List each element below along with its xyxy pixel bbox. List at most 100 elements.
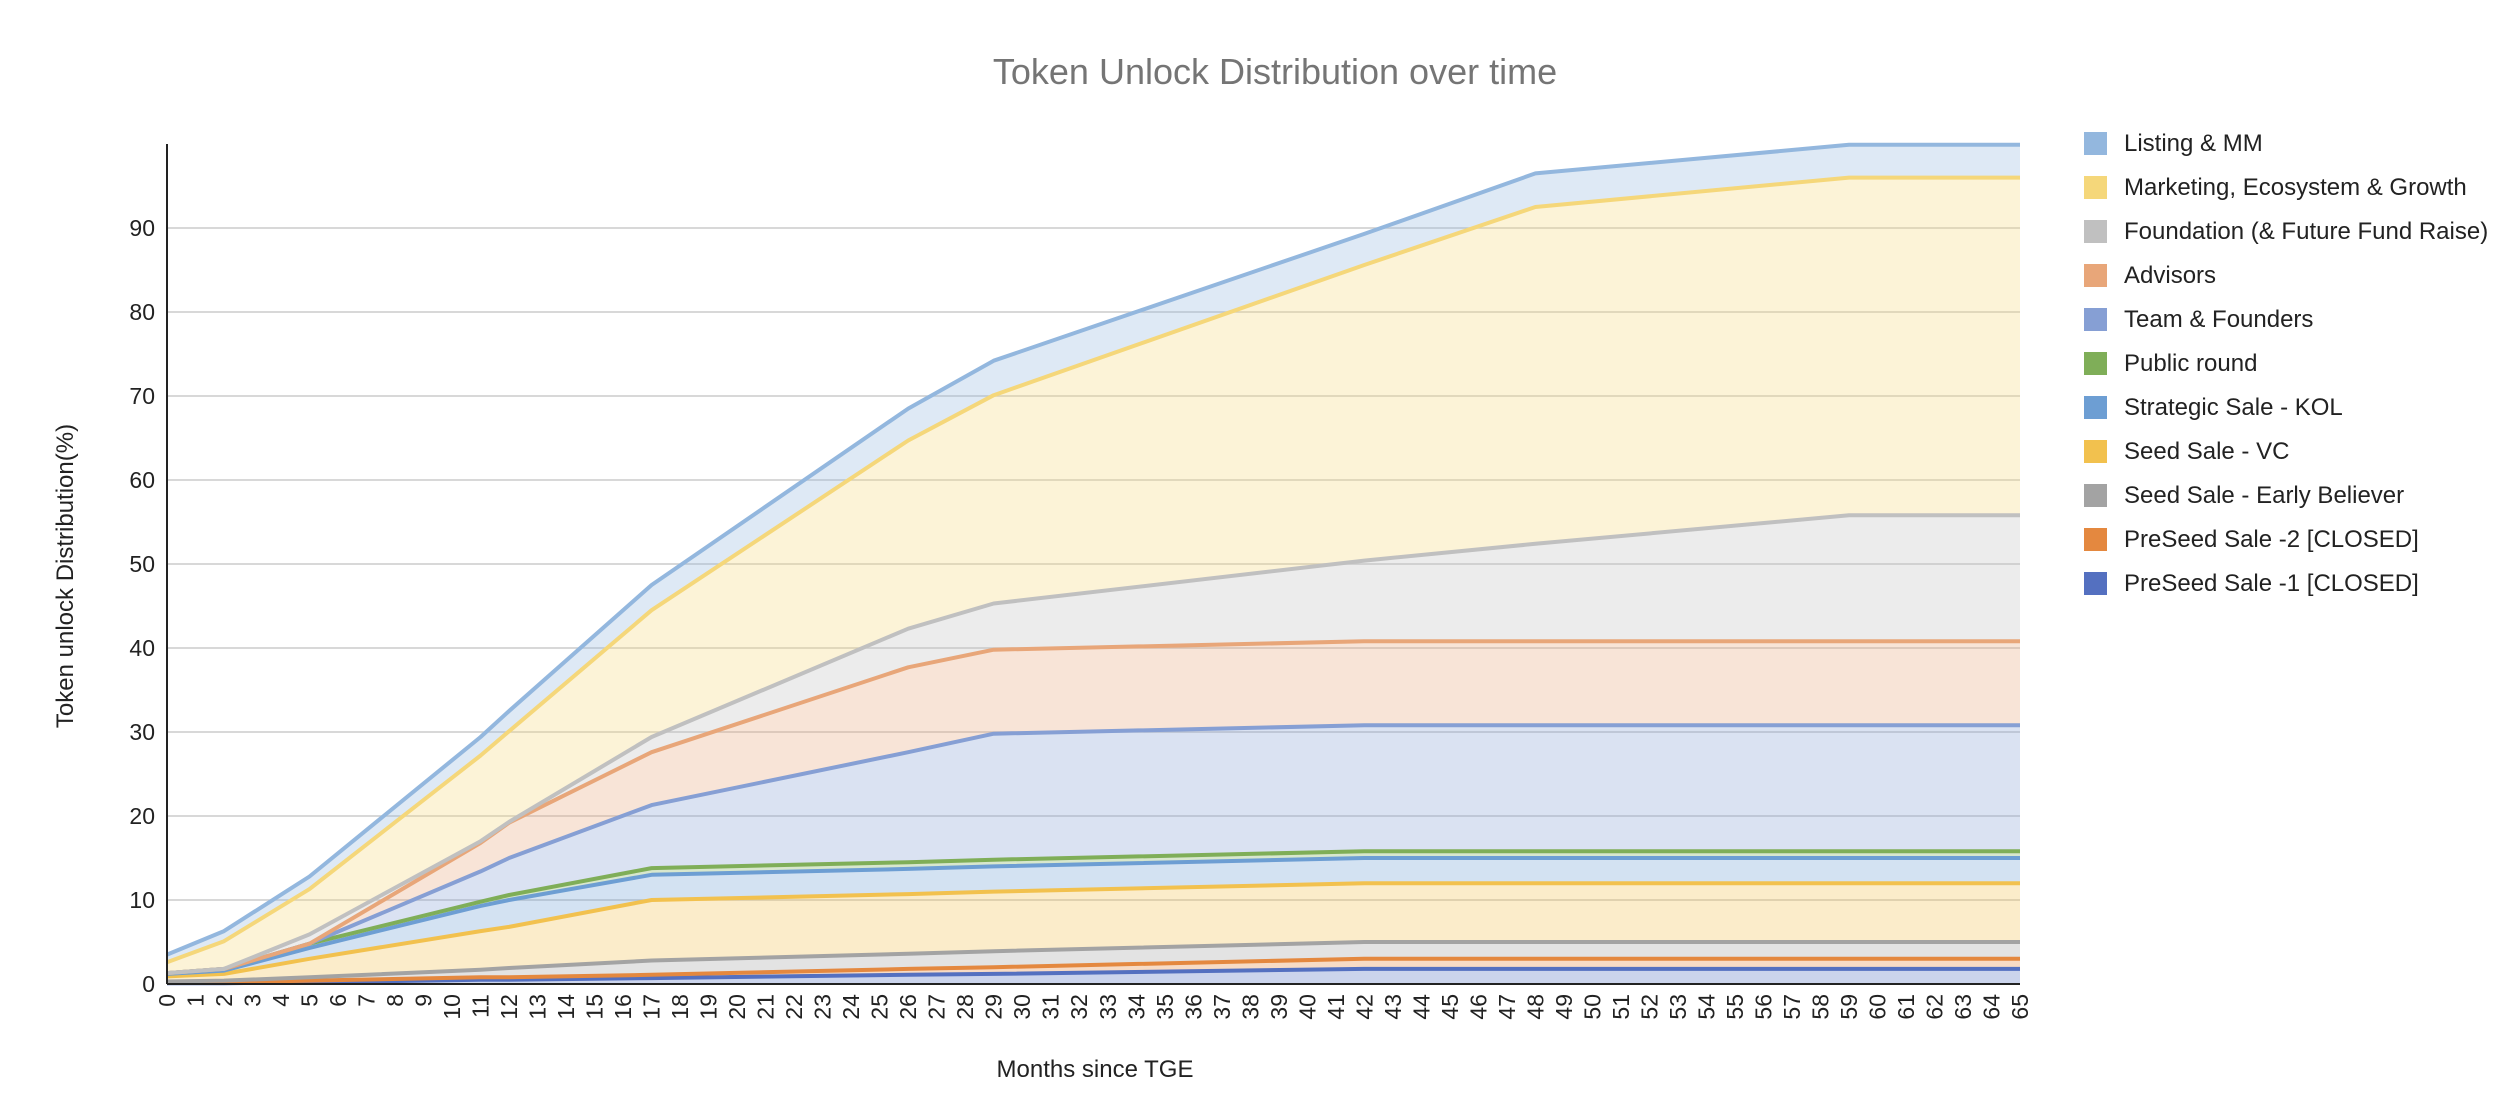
- series-line-5: [166, 856, 2020, 976]
- x-tick-label: 33: [1095, 994, 1121, 1020]
- x-tick-label: 25: [867, 994, 893, 1020]
- legend-swatch: [2084, 572, 2107, 595]
- y-tick-label: 30: [129, 719, 155, 745]
- x-tick-label: 65: [2007, 994, 2033, 1020]
- series-line-11: [166, 142, 2020, 957]
- y-tick-label: 50: [129, 551, 155, 577]
- legend-swatch: [2084, 528, 2107, 551]
- y-tick-label: 90: [129, 215, 155, 241]
- x-tick-label: 24: [838, 994, 864, 1020]
- x-tick-label: 51: [1608, 994, 1634, 1020]
- x-tick-label: 9: [411, 994, 437, 1007]
- area-fill-4: [167, 883, 2020, 982]
- series-line-8: [166, 639, 2020, 976]
- x-tick-label: 27: [924, 994, 950, 1020]
- x-tick-label: 30: [1009, 994, 1035, 1020]
- x-tick-label: 58: [1807, 994, 1833, 1020]
- x-tick-label: 32: [1066, 994, 1092, 1020]
- y-tick-label: 0: [142, 971, 155, 997]
- legend-label: Foundation (& Future Fund Raise): [2124, 218, 2488, 245]
- legend-swatch: [2084, 220, 2107, 243]
- x-tick-label: 15: [582, 994, 608, 1020]
- x-tick-label: 44: [1408, 994, 1434, 1020]
- series-line-3: [166, 940, 2020, 984]
- x-tick-label: 2: [211, 994, 237, 1007]
- series-line-2: [167, 956, 2020, 985]
- x-tick-label: 0: [154, 994, 180, 1007]
- x-tick-label: 37: [1209, 994, 1235, 1020]
- area-fill-10: [167, 177, 2020, 974]
- area-fill-5: [167, 858, 2020, 977]
- legend-swatch: [2084, 132, 2107, 155]
- x-tick-label: 10: [439, 994, 465, 1020]
- x-axis-title: Months since TGE: [997, 1056, 1194, 1083]
- legend-label: Strategic Sale - KOL: [2124, 394, 2343, 421]
- x-tick-label: 23: [810, 994, 836, 1020]
- x-tick-label: 41: [1323, 994, 1349, 1020]
- x-tick-label: 39: [1266, 994, 1292, 1020]
- legend-swatch: [2084, 396, 2107, 419]
- x-tick-label: 19: [696, 994, 722, 1020]
- x-tick-label: 31: [1038, 994, 1064, 1020]
- x-tick-label: 43: [1380, 994, 1406, 1020]
- legend-label: Public round: [2124, 350, 2257, 377]
- x-tick-label: 6: [325, 994, 351, 1007]
- x-tick-label: 40: [1294, 994, 1320, 1020]
- x-tick-label: 62: [1921, 994, 1947, 1020]
- legend-label: Marketing, Ecosystem & Growth: [2124, 174, 2467, 201]
- legend-label: Team & Founders: [2124, 306, 2313, 333]
- x-tick-label: 5: [297, 994, 323, 1007]
- y-tick-label: 40: [129, 635, 155, 661]
- x-tick-label: 50: [1579, 994, 1605, 1020]
- legend: Listing & MM Marketing, Ecosystem & Growt…: [2084, 130, 2488, 597]
- legend-label: Advisors: [2124, 262, 2216, 289]
- x-tick-label: 12: [496, 994, 522, 1020]
- x-tick-label: 47: [1494, 994, 1520, 1020]
- x-tick-label: 45: [1437, 994, 1463, 1020]
- legend-swatch: [2084, 484, 2107, 507]
- x-tick-label: 1: [183, 994, 209, 1007]
- x-tick-label: 38: [1237, 994, 1263, 1020]
- y-axis-title: Token unlock Distribution(%): [52, 424, 79, 728]
- x-tick-label: 61: [1893, 994, 1919, 1020]
- x-tick-label: 53: [1665, 994, 1691, 1020]
- x-tick-label: 55: [1722, 994, 1748, 1020]
- x-tick-label: 3: [240, 994, 266, 1007]
- x-tick-label: 48: [1522, 994, 1548, 1020]
- x-tick-label: 42: [1351, 994, 1377, 1020]
- series-lines: [166, 142, 2020, 986]
- series-line-9: [166, 513, 2020, 976]
- x-tick-label: 26: [895, 994, 921, 1020]
- y-tick-label: 20: [129, 803, 155, 829]
- x-tick-label: 57: [1779, 994, 1805, 1020]
- x-tick-label: 22: [781, 994, 807, 1020]
- series-line-4: [166, 881, 2020, 979]
- y-tick-label: 10: [129, 887, 155, 913]
- x-tick-label: 49: [1551, 994, 1577, 1020]
- x-tick-label: 54: [1693, 994, 1719, 1020]
- x-tick-label: 28: [952, 994, 978, 1020]
- x-tick-label: 52: [1636, 994, 1662, 1020]
- x-tick-label: 16: [610, 994, 636, 1020]
- x-tick-label: 56: [1750, 994, 1776, 1020]
- x-tick-label: 18: [667, 994, 693, 1020]
- x-tick-label: 21: [753, 994, 779, 1020]
- x-tick-label: 63: [1950, 994, 1976, 1020]
- x-tick-label: 7: [354, 994, 380, 1007]
- legend-label: Seed Sale - Early Believer: [2124, 482, 2404, 509]
- x-tick-label: 13: [525, 994, 551, 1020]
- x-tick-label: 20: [724, 994, 750, 1020]
- gridlines: [167, 227, 2020, 901]
- x-tick-label: 34: [1123, 994, 1149, 1020]
- area-fill-9: [167, 515, 2020, 974]
- x-tick-labels: 0 1 2 3 4 5 6 7 8 9 10 11 12 13 14 15 16 17 18 19 20 21 22 23 24…: [154, 994, 2033, 1020]
- y-tick-labels: 0 10 20 30 40 50 60 70 80 90: [129, 215, 155, 997]
- x-tick-label: 11: [468, 994, 494, 1018]
- x-tick-label: 17: [639, 994, 665, 1020]
- area-fill-3: [167, 942, 2020, 983]
- legend-label: PreSeed Sale -2 [CLOSED]: [2124, 526, 2419, 553]
- x-tick-label: 14: [553, 994, 579, 1020]
- legend-label: Seed Sale - VC: [2124, 438, 2289, 465]
- x-tick-label: 60: [1864, 994, 1890, 1020]
- y-tick-label: 80: [129, 299, 155, 325]
